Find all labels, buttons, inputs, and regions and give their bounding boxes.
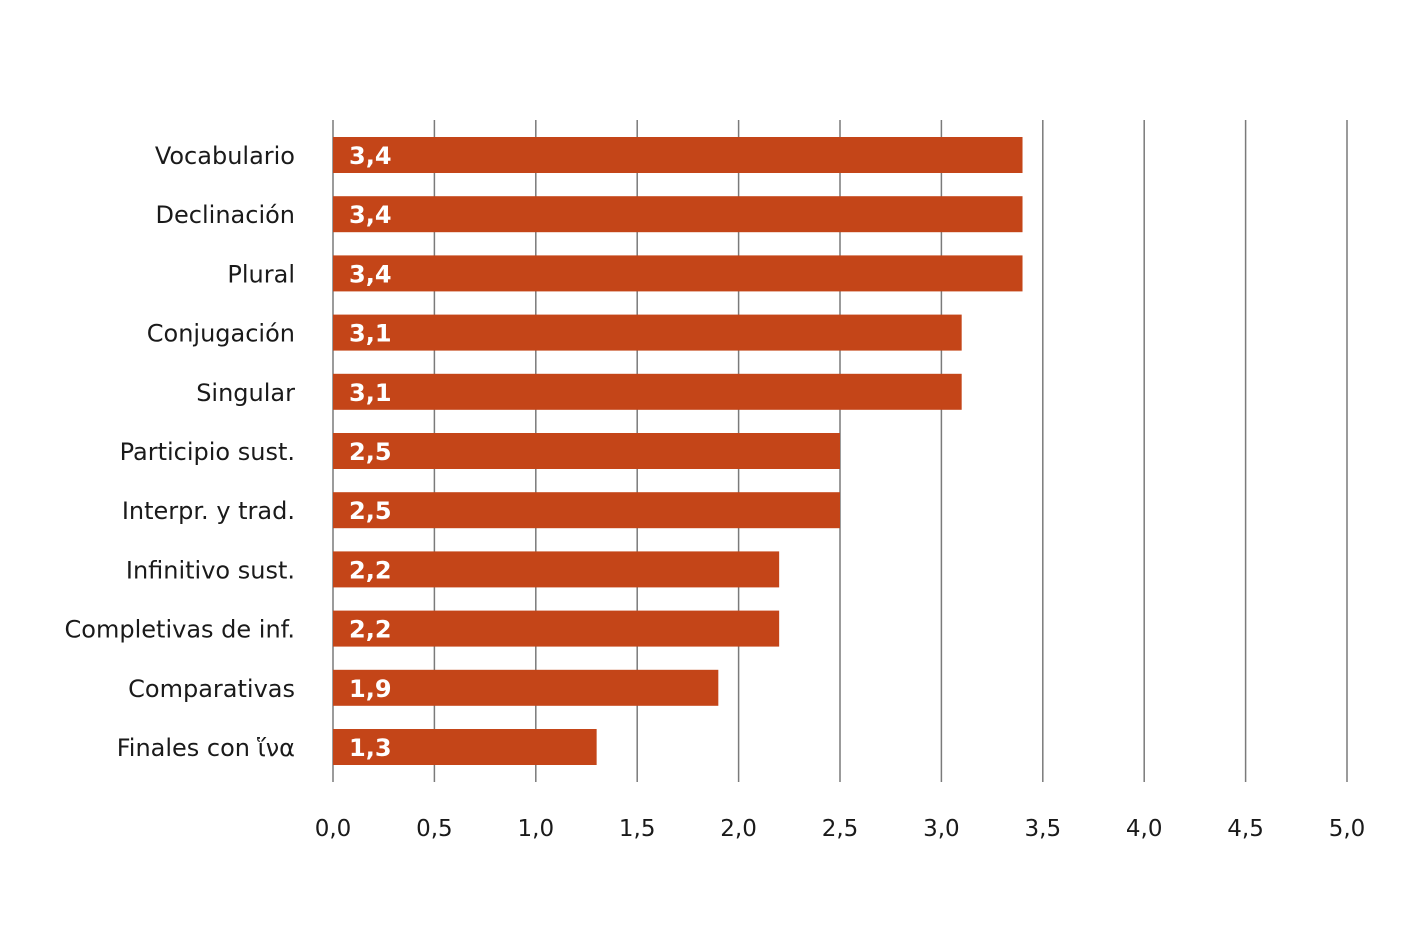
bar-2 xyxy=(333,255,1023,292)
category-label-0: Vocabulario xyxy=(155,142,295,170)
category-label-2: Plural xyxy=(227,260,295,288)
x-tick-label-9: 4,5 xyxy=(1227,816,1264,842)
category-label-4: Singular xyxy=(196,379,295,407)
bar-value-label-9: 1,9 xyxy=(349,675,392,703)
bars: 3,4 3,4 3,4 3,1 3,1 2,5 2,5 2,2 2,2 1,9 1,3 xyxy=(333,137,1023,765)
bar-10 xyxy=(333,729,597,765)
bar-8 xyxy=(333,610,780,647)
x-tick-label-0: 0,0 xyxy=(315,816,352,842)
x-tick-label-5: 2,5 xyxy=(822,816,859,842)
bar-value-label-2: 3,4 xyxy=(349,260,392,288)
bar-5 xyxy=(333,433,840,469)
category-label-6: Interpr. y trad. xyxy=(122,497,295,525)
x-tick-label-1: 0,5 xyxy=(416,816,453,842)
bar-3 xyxy=(333,314,962,351)
bar-value-label-10: 1,3 xyxy=(349,734,392,762)
bar-4 xyxy=(333,373,962,410)
bar-value-label-4: 3,1 xyxy=(349,379,392,407)
category-label-5: Participio sust. xyxy=(120,438,295,466)
bar-value-label-6: 2,5 xyxy=(349,497,392,525)
bar-9 xyxy=(333,669,719,706)
category-label-7: Infinitivo sust. xyxy=(126,556,295,584)
bar-value-label-8: 2,2 xyxy=(349,616,392,644)
category-label-9: Comparativas xyxy=(128,675,295,703)
bar-value-label-3: 3,1 xyxy=(349,320,392,348)
bar-1 xyxy=(333,196,1023,233)
x-tick-label-10: 5,0 xyxy=(1329,816,1366,842)
bar-value-label-0: 3,4 xyxy=(349,142,392,170)
category-labels: Vocabulario Declinación Plural Conjugación S… xyxy=(65,142,296,762)
bar-6 xyxy=(333,492,840,529)
x-axis-tick-labels: 0,0 0,5 1,0 1,5 2,0 2,5 3,0 3,5 4,0 4,5 5,0 xyxy=(315,816,1366,842)
bar-7 xyxy=(333,551,780,588)
category-label-1: Declinación xyxy=(156,201,295,229)
x-tick-label-4: 2,0 xyxy=(720,816,757,842)
x-tick-label-7: 3,5 xyxy=(1025,816,1062,842)
category-label-8: Completivas de inf. xyxy=(65,616,295,644)
bar-value-label-7: 2,2 xyxy=(349,556,392,584)
category-label-3: Conjugación xyxy=(147,320,295,348)
x-tick-label-2: 1,0 xyxy=(518,816,555,842)
bar-value-label-1: 3,4 xyxy=(349,201,392,229)
x-tick-label-6: 3,0 xyxy=(923,816,960,842)
category-label-10: Finales con ἵνα xyxy=(117,734,295,762)
x-tick-label-8: 4,0 xyxy=(1126,816,1163,842)
x-tick-label-3: 1,5 xyxy=(619,816,656,842)
bar-value-label-5: 2,5 xyxy=(349,438,392,466)
bar-0 xyxy=(333,137,1023,173)
